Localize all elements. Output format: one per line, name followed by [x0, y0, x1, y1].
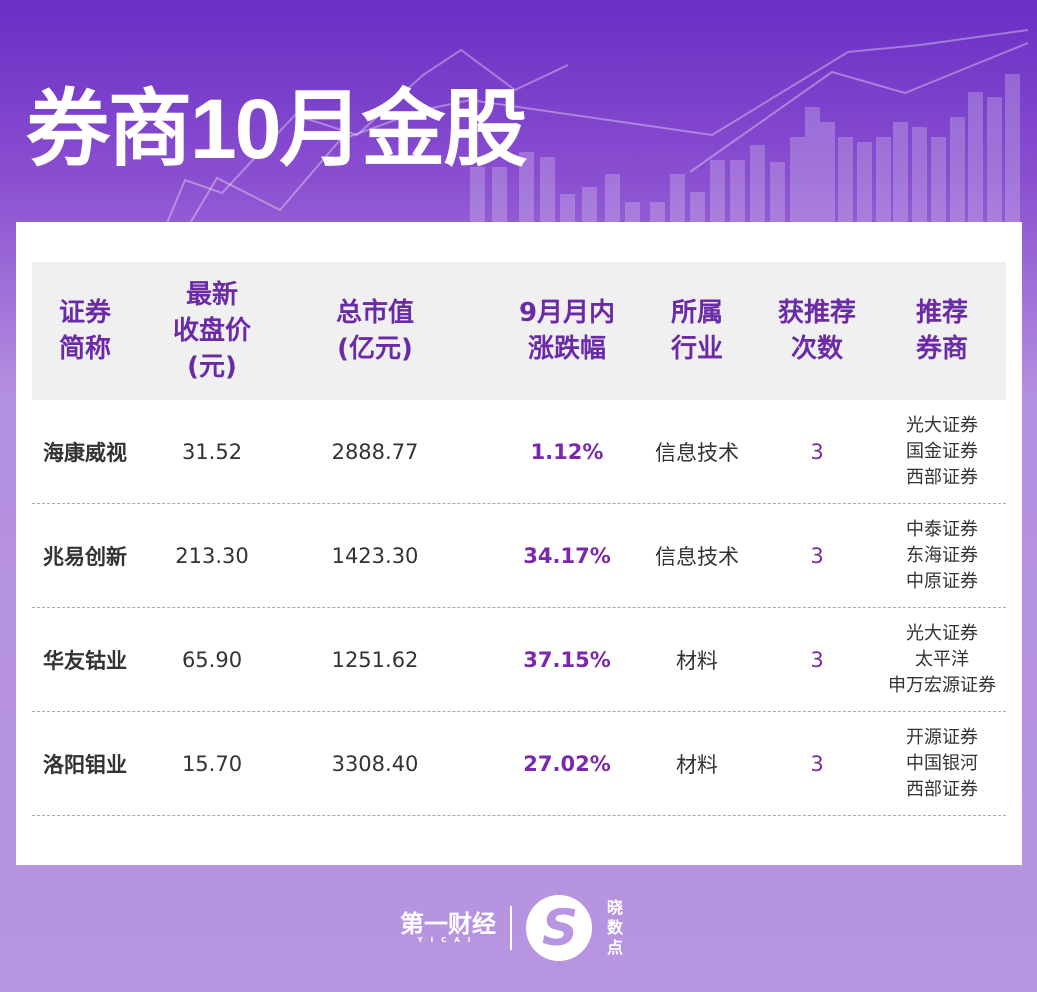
decor-bar [857, 142, 872, 240]
stock-table: 证券 简称 最新 收盘价 (元) 总市值 (亿元) 9月月内 涨跌幅 所属 行业… [16, 222, 1022, 865]
decor-bar [492, 167, 507, 240]
header-price: 最新 收盘价 (元) [172, 280, 251, 382]
cell-change: 1.12% [530, 440, 604, 464]
decor-bar [950, 117, 965, 240]
cell-count: 3 [810, 648, 824, 672]
cell-price: 65.90 [181, 648, 243, 672]
xiaoshudian-label: 晓数点 [606, 898, 623, 957]
decor-bar [876, 137, 891, 240]
cell-industry: 信息技术 [655, 545, 739, 569]
divider [510, 906, 512, 950]
header-cap: 总市值 (亿元) [335, 298, 414, 364]
table-row: 海康威视 31.52 2888.77 1.12% 信息技术 3 光大证券 国金证券 西部证券 [32, 400, 1006, 504]
cell-count: 3 [810, 440, 824, 464]
table-header: 证券 简称 最新 收盘价 (元) 总市值 (亿元) 9月月内 涨跌幅 所属 行业… [32, 262, 1006, 400]
decor-bar [710, 160, 725, 240]
xiaoshudian-logo-icon: S [526, 895, 592, 961]
header-change: 9月月内 涨跌幅 [518, 298, 616, 364]
cell-change: 27.02% [523, 752, 611, 776]
cell-cap: 1423.30 [331, 544, 419, 568]
yicai-logo: 第一财经 YICAI [400, 910, 496, 944]
cell-brokers: 光大证券 国金证券 西部证券 [906, 415, 978, 488]
cell-industry: 材料 [676, 753, 718, 777]
decor-bar [912, 127, 927, 240]
cell-name: 华友钴业 [43, 649, 127, 673]
cell-name: 洛阳钼业 [43, 753, 127, 777]
cell-change: 37.15% [523, 648, 611, 672]
header-industry: 所属 行业 [670, 298, 723, 364]
decor-bar [968, 92, 983, 240]
cell-cap: 3308.40 [331, 752, 419, 776]
cell-price: 213.30 [175, 544, 249, 568]
cell-count: 3 [810, 752, 824, 776]
decor-bar [730, 160, 745, 240]
table-row: 洛阳钼业 15.70 3308.40 27.02% 材料 3 开源证券 中国银河 西部证券 [32, 712, 1006, 816]
decor-bar [470, 167, 485, 240]
cell-change: 34.17% [523, 544, 611, 568]
page-title: 券商10月金股 [26, 82, 527, 176]
decor-bar [770, 162, 785, 240]
decor-bar [790, 137, 805, 240]
cell-industry: 材料 [676, 649, 718, 673]
decor-bar [931, 137, 946, 240]
header-name: 证券 简称 [58, 298, 111, 364]
decor-bar [893, 122, 908, 240]
cell-brokers: 光大证券 太平洋 申万宏源证券 [888, 623, 996, 696]
cell-price: 15.70 [181, 752, 243, 776]
cell-price: 31.52 [181, 440, 243, 464]
cell-cap: 2888.77 [331, 440, 419, 464]
decor-bar [519, 152, 534, 240]
decor-bar [1005, 74, 1020, 240]
decor-bar [540, 157, 555, 240]
decor-bar [838, 137, 853, 240]
decor-bar [750, 145, 765, 240]
header-brokers: 推荐 券商 [915, 298, 968, 364]
header-count: 获推荐 次数 [777, 298, 856, 364]
cell-industry: 信息技术 [655, 441, 739, 465]
table-row: 兆易创新 213.30 1423.30 34.17% 信息技术 3 中泰证券 东海证券 中原… [32, 504, 1006, 608]
decor-bar [987, 97, 1002, 240]
decor-bar [805, 107, 820, 240]
cell-cap: 1251.62 [331, 648, 419, 672]
cell-brokers: 中泰证券 东海证券 中原证券 [906, 519, 978, 592]
footer-logos: 第一财经 YICAI S 晓数点 [400, 895, 624, 961]
cell-name: 海康威视 [43, 441, 127, 465]
cell-name: 兆易创新 [43, 545, 127, 569]
table-row: 华友钴业 65.90 1251.62 37.15% 材料 3 光大证券 太平洋 申万宏源证券 [32, 608, 1006, 712]
cell-count: 3 [810, 544, 824, 568]
cell-brokers: 开源证券 中国银河 西部证券 [906, 727, 978, 800]
decor-bar [820, 122, 835, 240]
